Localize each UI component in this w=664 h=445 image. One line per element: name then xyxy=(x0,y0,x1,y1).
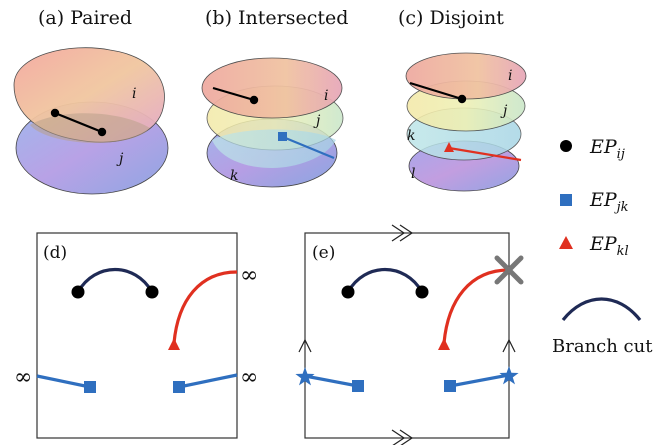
sheet-label-k: k xyxy=(230,168,238,184)
branch-cut-line xyxy=(282,135,335,160)
periodic-edge-marker xyxy=(502,338,516,353)
sheet-label-i: i xyxy=(508,68,512,84)
legend-ep-jk-label: EPjk xyxy=(589,189,629,215)
periodic-edge-marker xyxy=(391,429,414,445)
branch-cut-line xyxy=(442,268,510,344)
infinity-symbol: ∞ xyxy=(240,365,258,390)
branch-cut-line xyxy=(448,146,522,162)
branch-cut-line xyxy=(172,270,238,344)
legend-ep-ij-label: EPij xyxy=(589,136,625,162)
branch-cut-line xyxy=(178,373,238,389)
ep-kl-marker xyxy=(168,338,180,350)
ep-ij-marker xyxy=(50,108,60,118)
sheet-label-i: i xyxy=(132,86,136,102)
ep-ij-marker xyxy=(97,127,107,137)
star-marker-icon xyxy=(295,367,315,386)
sheet-label-j: j xyxy=(116,151,124,167)
branch-cut-line xyxy=(346,268,424,293)
branch-cut-line xyxy=(212,86,255,102)
sheet-label-j: j xyxy=(313,113,321,129)
panel-e-title: (e) xyxy=(312,243,335,263)
sheet-label-i: i xyxy=(324,88,328,104)
panel-b-title: (b) Intersected xyxy=(205,7,348,29)
star-marker-icon xyxy=(499,366,519,385)
panel-b-surfaces: i j k xyxy=(201,57,344,188)
legend-ep-kl-symbol xyxy=(559,236,573,249)
ep-jk-marker xyxy=(444,380,456,392)
legend-ep-kl-label: EPkl xyxy=(589,233,629,259)
sheet-jk-overlap xyxy=(212,129,336,168)
legend-branch-cut-symbol xyxy=(561,297,642,321)
legend-ep-jk-symbol xyxy=(560,194,572,206)
cross-marker-icon xyxy=(494,255,524,285)
legend: EPij EPjk EPkl Branch cut xyxy=(552,136,653,357)
sheet-label-k: k xyxy=(407,128,415,144)
sheet-label-j: j xyxy=(500,103,508,119)
panel-a-surfaces: i j xyxy=(13,47,169,195)
ep-ij-marker xyxy=(145,285,159,299)
ep-ij-marker xyxy=(415,285,429,299)
sheet-i-surface xyxy=(201,57,343,119)
infinity-symbol: ∞ xyxy=(14,365,32,390)
branch-cut-line xyxy=(76,268,154,293)
branch-cut-line xyxy=(36,374,91,389)
sheet-label-l: l xyxy=(411,166,415,182)
panel-c-title: (c) Disjoint xyxy=(398,7,504,29)
ep-kl-marker xyxy=(444,142,454,152)
ep-jk-marker xyxy=(84,381,96,393)
panel-d: (d) ∞ ∞ ∞ xyxy=(14,232,258,439)
ep-ij-marker xyxy=(457,94,467,104)
ep-ij-marker xyxy=(71,285,85,299)
panel-d-title: (d) xyxy=(43,243,67,263)
ep-jk-marker xyxy=(173,381,185,393)
legend-ep-ij-symbol xyxy=(560,140,572,152)
ep-kl-marker xyxy=(438,338,450,350)
panel-d-frame xyxy=(36,232,238,439)
ep-jk-marker xyxy=(352,380,364,392)
ep-jk-marker xyxy=(278,132,287,141)
branch-cut-line xyxy=(449,373,510,388)
panel-c-surfaces: i j k l xyxy=(405,52,527,192)
periodic-edge-marker xyxy=(298,338,312,353)
legend-branch-cut-label: Branch cut xyxy=(552,336,653,357)
branch-cut-line xyxy=(409,81,463,101)
panel-e-frame xyxy=(304,232,510,439)
ep-ij-marker xyxy=(249,95,259,105)
periodic-edge-marker xyxy=(391,224,414,242)
infinity-symbol: ∞ xyxy=(240,263,258,288)
branch-cut-line xyxy=(304,374,359,388)
panel-e: (e) xyxy=(295,224,524,445)
ep-ij-marker xyxy=(341,285,355,299)
branch-cut-line xyxy=(54,111,103,134)
panel-a-title: (a) Paired xyxy=(38,7,132,29)
